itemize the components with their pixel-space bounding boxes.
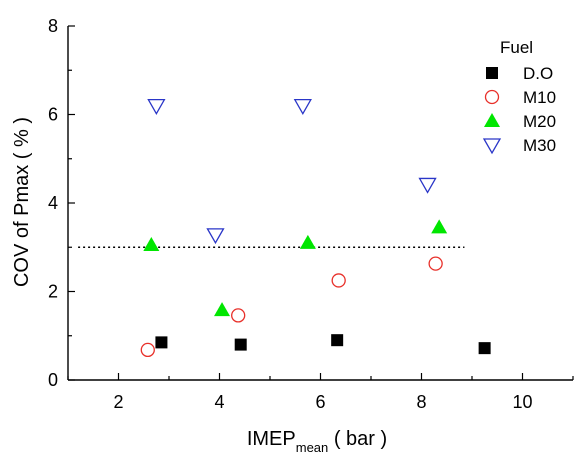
legend-label-do: D.O bbox=[523, 64, 553, 83]
data-point-m20 bbox=[299, 234, 316, 249]
x-axis-title-unit: ( bar ) bbox=[328, 428, 387, 450]
data-point-do bbox=[331, 334, 344, 347]
y-tick-label: 6 bbox=[48, 105, 58, 125]
y-tick-label: 8 bbox=[48, 16, 58, 36]
data-point-do bbox=[478, 342, 491, 355]
data-point-m10 bbox=[331, 273, 346, 288]
legend-marker-m20 bbox=[484, 113, 500, 127]
y-axis-title: COV of Pmax ( % ) bbox=[11, 117, 33, 287]
x-tick-label: 6 bbox=[315, 392, 325, 412]
legend: Fuel D.O M10 M20 M30 bbox=[482, 38, 556, 155]
legend-label-m10: M10 bbox=[523, 88, 556, 107]
data-point-m20 bbox=[431, 219, 448, 234]
x-tick-label: 8 bbox=[416, 392, 426, 412]
legend-label-m20: M20 bbox=[523, 112, 556, 131]
x-axis-title-main: IMEP bbox=[247, 428, 296, 450]
legend-title: Fuel bbox=[500, 38, 533, 57]
data-point-m20 bbox=[214, 302, 231, 317]
x-tick-label: 10 bbox=[512, 392, 532, 412]
x-axis-title-subscript: mean bbox=[296, 440, 329, 455]
x-axis-title: IMEPmean ( bar ) bbox=[247, 428, 387, 455]
legend-marker-m30 bbox=[482, 138, 502, 155]
data-point-m30 bbox=[418, 177, 437, 194]
data-points bbox=[140, 99, 491, 358]
data-point-m10 bbox=[231, 308, 246, 323]
y-tick-label: 0 bbox=[48, 370, 58, 390]
axes: 0 2 4 6 8 2 4 6 8 10 bbox=[48, 16, 574, 412]
legend-marker-m10 bbox=[484, 89, 500, 105]
data-point-m10 bbox=[428, 256, 443, 271]
data-point-m30 bbox=[206, 228, 225, 245]
x-tick-label: 4 bbox=[214, 392, 224, 412]
data-point-do bbox=[234, 338, 247, 351]
data-point-do bbox=[155, 336, 168, 349]
data-point-m10 bbox=[140, 342, 155, 358]
legend-label-m30: M30 bbox=[523, 136, 556, 155]
y-tick-label: 4 bbox=[48, 193, 58, 213]
data-point-m20 bbox=[143, 237, 160, 252]
axis-labels: COV of Pmax ( % ) IMEPmean ( bar ) bbox=[11, 117, 387, 455]
x-tick-label: 2 bbox=[113, 392, 123, 412]
data-point-m30 bbox=[147, 99, 166, 115]
legend-marker-do bbox=[486, 67, 498, 79]
data-point-m30 bbox=[293, 99, 312, 115]
y-tick-label: 2 bbox=[48, 282, 58, 302]
